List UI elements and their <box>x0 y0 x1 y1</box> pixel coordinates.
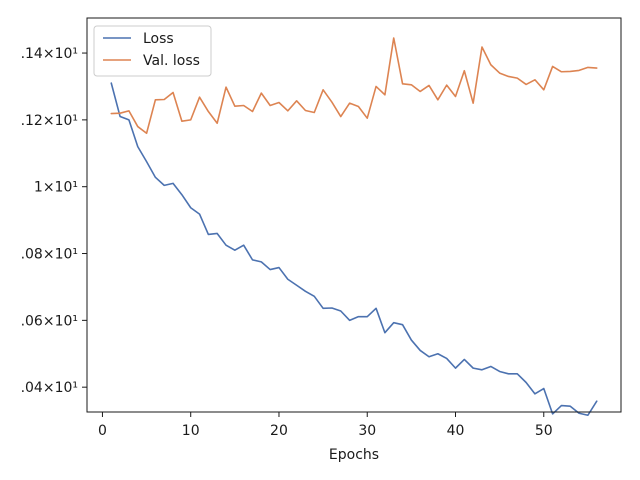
x-axis-label: Epochs <box>329 447 379 463</box>
series-line-loss <box>110 82 598 417</box>
y-tick-label: .12×10¹ <box>21 113 78 129</box>
y-tick-label: .08×10¹ <box>21 247 78 263</box>
legend: Loss Val. loss <box>93 25 212 77</box>
x-tick-label: 20 <box>270 423 288 439</box>
legend-label-val-loss: Val. loss <box>143 53 200 69</box>
x-axis-ticks: 0 10 20 30 40 50 <box>98 412 553 439</box>
y-tick-label: 1×10¹ <box>34 180 78 196</box>
series-line-val-loss <box>110 37 598 135</box>
x-tick-label: 10 <box>182 423 200 439</box>
x-tick-label: 0 <box>98 423 107 439</box>
y-tick-label: .04×10¹ <box>21 380 78 396</box>
x-tick-label: 40 <box>447 423 465 439</box>
plot-frame <box>86 17 622 413</box>
legend-label-loss: Loss <box>143 31 174 47</box>
y-tick-label: .14×10¹ <box>21 46 78 62</box>
y-tick-label: .06×10¹ <box>21 313 78 329</box>
y-axis-ticks: .04×10¹ .06×10¹ .08×10¹ 1×10¹ .12×10¹ .14×10¹ <box>21 46 87 396</box>
plot-area <box>86 17 622 417</box>
x-tick-label: 50 <box>535 423 553 439</box>
x-tick-label: 30 <box>358 423 376 439</box>
series-lines <box>110 37 598 417</box>
